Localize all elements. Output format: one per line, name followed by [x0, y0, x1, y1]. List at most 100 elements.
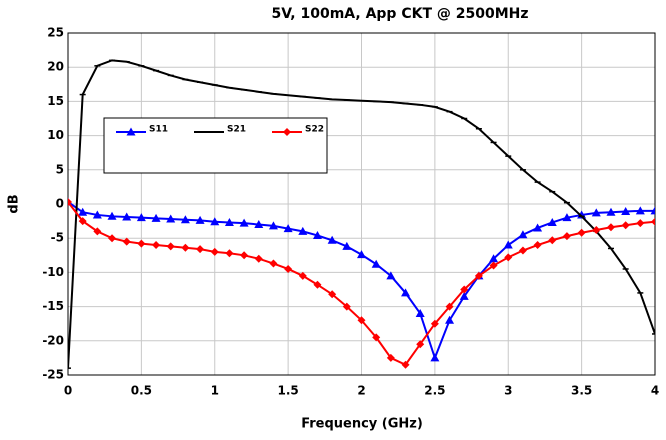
- y-tick-label: -20: [42, 333, 64, 347]
- marker: [196, 245, 205, 254]
- marker: [401, 360, 410, 369]
- marker: [459, 291, 469, 300]
- y-axis-label: dB: [7, 194, 22, 213]
- marker: [137, 239, 146, 248]
- marker: [416, 340, 425, 349]
- chart-title: 5V, 100mA, App CKT @ 2500MHz: [272, 6, 529, 22]
- marker: [166, 242, 175, 251]
- marker: [107, 211, 117, 220]
- marker: [151, 213, 161, 222]
- legend-box: [103, 117, 328, 174]
- marker: [126, 127, 136, 136]
- x-tick-label: 1.5: [277, 384, 298, 398]
- marker: [430, 319, 439, 328]
- marker: [298, 271, 307, 280]
- marker: [240, 251, 249, 260]
- marker: [591, 208, 601, 217]
- marker: [342, 302, 351, 311]
- marker: [445, 302, 454, 311]
- marker: [298, 226, 308, 235]
- marker: [401, 288, 411, 297]
- y-tick-label: -5: [51, 231, 64, 245]
- y-tick-label: -10: [42, 265, 64, 279]
- marker: [651, 217, 655, 226]
- y-tick-label: 5: [56, 162, 64, 176]
- marker: [283, 128, 291, 136]
- marker: [562, 213, 572, 222]
- marker: [122, 237, 131, 246]
- marker: [474, 271, 483, 280]
- x-tick-label: 2.5: [424, 384, 445, 398]
- marker: [78, 217, 87, 226]
- marker: [313, 280, 322, 289]
- marker: [386, 271, 396, 280]
- marker: [460, 285, 469, 294]
- x-tick-label: 0: [64, 384, 72, 398]
- marker: [284, 264, 293, 273]
- marker: [621, 221, 630, 230]
- marker: [621, 207, 631, 216]
- marker: [224, 217, 234, 226]
- marker: [195, 215, 205, 224]
- marker: [93, 227, 102, 236]
- marker: [445, 315, 455, 324]
- marker: [342, 241, 352, 250]
- marker: [180, 215, 190, 224]
- marker: [357, 250, 366, 259]
- marker: [635, 206, 645, 215]
- marker: [371, 259, 381, 268]
- marker: [357, 316, 366, 325]
- marker: [577, 228, 586, 237]
- legend-label: S21: [227, 125, 246, 135]
- marker: [650, 206, 655, 215]
- marker: [181, 243, 190, 252]
- marker: [269, 259, 278, 268]
- marker: [283, 224, 293, 233]
- marker: [415, 308, 425, 317]
- x-tick-label: 0.5: [131, 384, 152, 398]
- series-group: [68, 59, 655, 369]
- legend-label: S22: [305, 125, 324, 135]
- marker: [268, 221, 278, 230]
- y-tick-label: -25: [42, 368, 64, 382]
- marker: [254, 254, 263, 263]
- legend-label: S11: [149, 125, 168, 135]
- marker: [225, 249, 234, 258]
- marker: [386, 353, 395, 362]
- marker: [166, 214, 176, 223]
- x-tick-label: 3.5: [571, 384, 592, 398]
- x-tick-label: 3: [504, 384, 512, 398]
- marker: [136, 213, 146, 222]
- marker: [328, 290, 337, 299]
- marker: [312, 230, 322, 239]
- y-tick-label: -15: [42, 299, 64, 313]
- marker: [518, 230, 528, 239]
- marker: [78, 207, 88, 216]
- marker: [503, 240, 513, 249]
- marker: [548, 236, 557, 245]
- x-axis-label: Frequency (GHz): [301, 417, 423, 432]
- marker: [92, 210, 102, 219]
- marker: [327, 235, 337, 244]
- marker: [489, 261, 498, 270]
- marker: [122, 212, 132, 221]
- x-tick-label: 2: [357, 384, 365, 398]
- y-tick-label: 0: [56, 197, 64, 211]
- marker: [533, 241, 542, 250]
- y-tick-label: 25: [47, 26, 64, 40]
- marker: [504, 253, 513, 262]
- x-tick-label: 4: [651, 384, 659, 398]
- marker: [68, 197, 72, 206]
- x-tick-label: 1: [211, 384, 219, 398]
- marker: [533, 223, 543, 232]
- marker: [210, 217, 220, 226]
- y-tick-label: 15: [47, 94, 64, 108]
- marker: [547, 217, 557, 226]
- marker: [372, 333, 381, 342]
- marker: [210, 247, 219, 256]
- marker: [239, 218, 249, 227]
- marker: [489, 254, 499, 263]
- marker: [606, 223, 615, 232]
- marker: [518, 246, 527, 255]
